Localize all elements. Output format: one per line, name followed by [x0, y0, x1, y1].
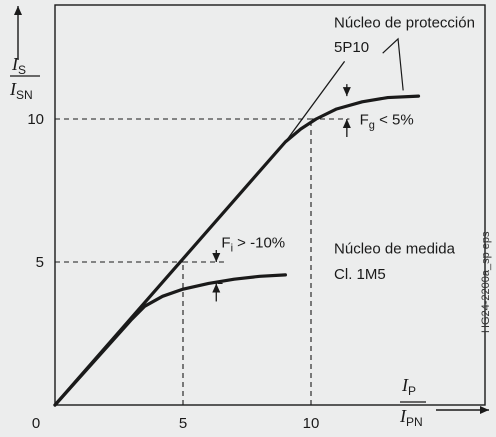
annotation-3: Cl. 1M5 [334, 266, 386, 283]
x-den-symbol: I [399, 406, 407, 426]
x-num-symbol: I [401, 375, 409, 395]
series-curve-0 [53, 273, 287, 407]
x-den-sub: PN [406, 415, 423, 429]
y-den-sub: SN [16, 88, 33, 102]
series-group [53, 37, 421, 407]
annotation-1: 5P10 [334, 39, 369, 56]
svg-text:ISN: ISN [9, 79, 33, 102]
x-tick-label-0: 0 [32, 415, 40, 432]
svg-text:IPN: IPN [399, 406, 423, 429]
svg-text:IP: IP [401, 375, 416, 398]
x-num-sub: P [408, 384, 416, 398]
y-tick-label-1: 10 [27, 111, 44, 128]
tolerance-label-1: Fi > -10% [221, 235, 285, 255]
series-curve-2 [284, 61, 345, 143]
series-curve-1 [53, 94, 421, 407]
y-den-symbol: I [9, 79, 17, 99]
plot-area [54, 4, 486, 406]
y-num-sub: S [18, 63, 26, 77]
annotation-0: Núcleo de protección [334, 14, 475, 31]
leader-line [382, 37, 404, 91]
tolerance-label-0: Fg < 5% [360, 112, 414, 132]
y-tick-label-0: 5 [36, 254, 44, 271]
annotations: Núcleo de protección 5P10 Núcleo de medida… [212, 14, 475, 302]
x-tick-label-1: 5 [179, 415, 187, 432]
x-axis-label: IP IPN [399, 375, 426, 429]
tick-labels: 0 5 10 5 10 [27, 111, 319, 432]
y-num-symbol: I [11, 54, 19, 74]
x-tick-label-2: 10 [303, 415, 320, 432]
figure-id: HG24-2200a_sp eps [480, 231, 492, 333]
svg-text:IS: IS [11, 54, 26, 77]
annotation-2: Núcleo de medida [334, 240, 456, 257]
y-axis-label: IS ISN [9, 54, 40, 102]
